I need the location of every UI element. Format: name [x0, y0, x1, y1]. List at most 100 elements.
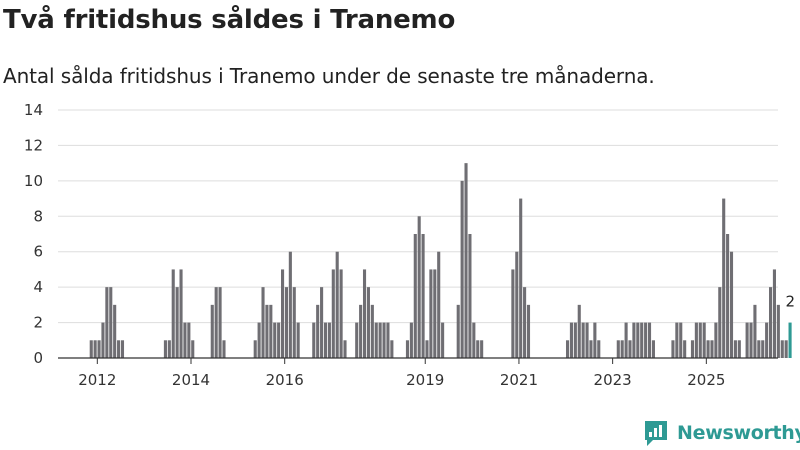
bar: [460, 180, 464, 358]
bar: [706, 340, 710, 358]
y-tick-label: 6: [33, 243, 43, 261]
bar: [753, 304, 757, 358]
bar: [421, 234, 425, 358]
bar: [761, 340, 765, 358]
bar: [327, 322, 331, 358]
bar: [636, 322, 640, 358]
bar-chart: 0 2 4 6 8 10 12 14 2012 2014 2016 2019 2021 2023 2025 2: [24, 101, 795, 389]
bar: [101, 322, 105, 358]
bar: [191, 340, 195, 358]
x-tick-label: 2012: [78, 371, 116, 389]
bar: [331, 269, 335, 358]
bar: [749, 322, 753, 358]
bar: [183, 322, 187, 358]
bar: [359, 304, 363, 358]
bar: [167, 340, 171, 358]
bar: [187, 322, 191, 358]
bar: [476, 340, 480, 358]
bar: [370, 304, 374, 358]
newsworthy-logo-icon: [645, 421, 667, 446]
bar: [214, 287, 218, 358]
bar: [362, 269, 367, 358]
bar: [593, 322, 597, 358]
bar: [675, 322, 679, 358]
bar: [437, 251, 441, 358]
bar: [277, 322, 281, 358]
bar: [343, 340, 347, 358]
bar: [589, 340, 593, 358]
bar: [292, 287, 296, 358]
bar: [390, 340, 394, 358]
data-label: 2: [785, 293, 795, 311]
bar: [441, 322, 445, 358]
bar: [374, 322, 378, 358]
bar: [417, 216, 421, 358]
chart-subtitle: Antal sålda fritidshus i Tranemo under d…: [3, 64, 655, 88]
bar: [257, 322, 261, 358]
bar: [565, 340, 570, 358]
bar: [585, 322, 589, 358]
bar: [714, 322, 718, 358]
bar: [117, 340, 121, 358]
bar: [710, 340, 714, 358]
bar: [683, 340, 687, 358]
bar: [378, 322, 382, 358]
bar: [757, 340, 761, 358]
bar: [515, 251, 519, 358]
bar: [651, 340, 655, 358]
bar: [671, 340, 675, 358]
bar: [97, 340, 101, 358]
bar: [628, 340, 632, 358]
bar: [480, 340, 484, 358]
bar: [694, 322, 698, 358]
bar: [523, 287, 527, 358]
bar: [105, 287, 109, 358]
bar: [772, 269, 776, 358]
bar: [569, 322, 573, 358]
bar: [163, 340, 167, 358]
bar: [320, 287, 324, 358]
bar: [405, 340, 410, 358]
bar: [647, 322, 652, 358]
bar: [386, 322, 390, 358]
y-tick-label: 10: [24, 172, 43, 190]
bar: [382, 322, 386, 358]
bar: [210, 304, 214, 358]
bar: [429, 269, 433, 358]
bar: [296, 322, 300, 358]
bar: [468, 234, 472, 358]
x-tick-label: 2014: [172, 371, 210, 389]
bar: [93, 340, 97, 358]
bar: [644, 322, 648, 358]
bar: [312, 322, 316, 358]
bar: [261, 287, 265, 358]
bar: [733, 340, 737, 358]
bar: [620, 340, 624, 358]
bar: [113, 304, 117, 358]
y-tick-label: 2: [33, 314, 43, 332]
bar: [702, 322, 706, 358]
bar: [323, 322, 328, 358]
bar: [109, 287, 113, 358]
x-tick-label: 2023: [594, 371, 632, 389]
bar: [679, 322, 683, 358]
bar: [339, 269, 343, 358]
bar: [265, 304, 269, 358]
bar: [729, 251, 734, 358]
bar: [718, 287, 722, 358]
bar: [624, 322, 628, 358]
bar: [284, 287, 288, 358]
bar: [616, 340, 620, 358]
bar: [511, 269, 515, 358]
bar: [89, 340, 93, 358]
bar: [413, 234, 417, 358]
bar: [597, 340, 601, 358]
bar: [690, 340, 695, 358]
x-tick-label: 2021: [500, 371, 538, 389]
bar: [171, 269, 175, 358]
bar: [316, 304, 320, 358]
bar: [573, 322, 577, 358]
brand-name: Newsworthy: [677, 422, 800, 444]
bar: [769, 287, 773, 358]
bar: [179, 269, 183, 358]
